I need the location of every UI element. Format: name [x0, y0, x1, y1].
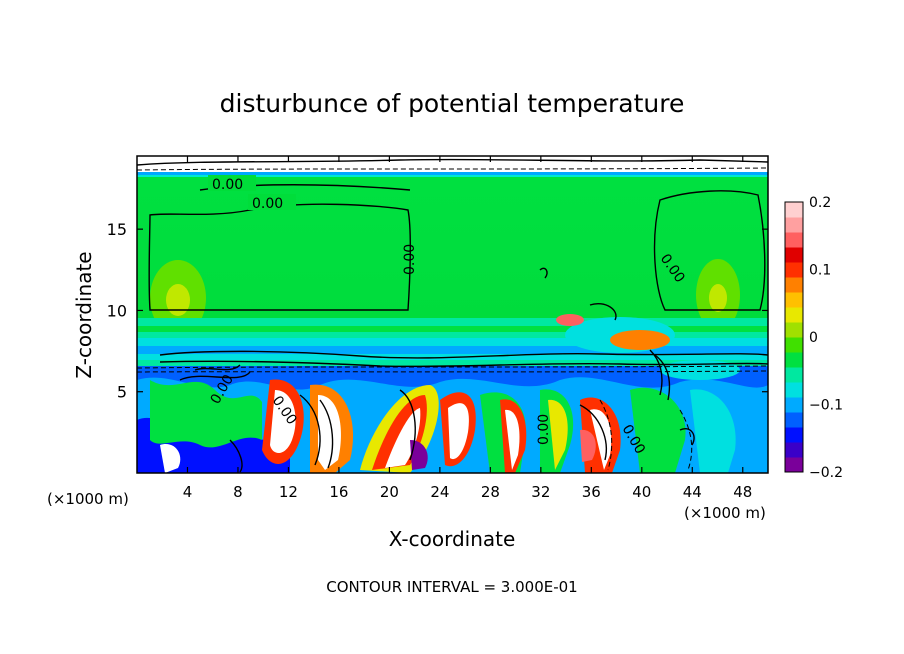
x-tick-label: 40 — [632, 483, 651, 501]
colorbar-swatch — [785, 382, 803, 398]
x-axis: 4 8 12 16 20 24 28 32 36 40 44 48 — [183, 156, 752, 501]
x-tick-label: 8 — [233, 483, 243, 501]
colorbar-swatch — [785, 352, 803, 368]
colorbar-frame — [784, 201, 804, 473]
x-axis-label: X-coordinate — [389, 527, 516, 551]
colorbar-swatch — [785, 247, 803, 263]
heatmap-field — [137, 156, 768, 473]
x-tick-label: 12 — [279, 483, 298, 501]
x-tick-label: 48 — [733, 483, 752, 501]
x-tick-label: 16 — [329, 483, 348, 501]
colorbar-tick-label: −0.1 — [809, 398, 843, 414]
x-tick-label: 44 — [683, 483, 702, 501]
chart-title: disturbunce of potential temperature — [220, 89, 685, 118]
contour-label: 0.00 — [536, 414, 552, 445]
y-tick-label: 15 — [107, 220, 127, 239]
colorbar-swatch — [785, 427, 803, 443]
colorbar-swatch — [785, 397, 803, 413]
colorbar-swatch — [785, 262, 803, 278]
x-tick-label: 28 — [481, 483, 500, 501]
x-tick-label: 24 — [430, 483, 449, 501]
colorbar-swatch — [785, 337, 803, 353]
colorbar-swatch — [785, 217, 803, 233]
y-axis: 5 10 15 — [107, 220, 768, 402]
x-tick-label: 32 — [531, 483, 550, 501]
colorbar-swatch — [785, 442, 803, 458]
colorbar-swatch — [785, 412, 803, 428]
x-tick-label: 36 — [582, 483, 601, 501]
colorbar-tick-label: −0.2 — [809, 465, 843, 481]
colorbar-tick-label: 0.1 — [809, 263, 831, 279]
colorbar-swatch — [785, 307, 803, 323]
colorbar-tick-label: 0.2 — [809, 195, 831, 211]
y-tick-label: 10 — [107, 301, 127, 320]
x-tick-label: 20 — [380, 483, 399, 501]
y-tick-label: 5 — [117, 383, 127, 402]
x-unit-label: (×1000 m) — [684, 504, 766, 522]
colorbar-tick-label: 0 — [809, 330, 818, 346]
colorbar-swatch — [785, 202, 803, 218]
contour-label: 0.00 — [212, 177, 243, 193]
contour-label: 0.00 — [252, 196, 283, 212]
colorbar-swatch — [785, 232, 803, 248]
contour-label: 0.00 — [402, 244, 418, 275]
x-tick-label: 4 — [183, 483, 193, 501]
colorbar-swatch — [785, 367, 803, 383]
colorbar-swatch — [785, 292, 803, 308]
y-unit-label: (×1000 m) — [47, 490, 129, 508]
y-axis-label: Z-coordinate — [72, 251, 96, 378]
contour-lines — [137, 158, 768, 473]
colorbar: 0.2 0.1 0 −0.1 −0.2 — [784, 195, 843, 481]
contour-interval-footer: CONTOUR INTERVAL = 3.000E-01 — [326, 578, 577, 596]
plot-frame — [136, 155, 769, 474]
colorbar-swatch — [785, 277, 803, 293]
colorbar-swatch — [785, 322, 803, 338]
colorbar-swatch — [785, 457, 803, 473]
negative-contours — [137, 167, 768, 471]
